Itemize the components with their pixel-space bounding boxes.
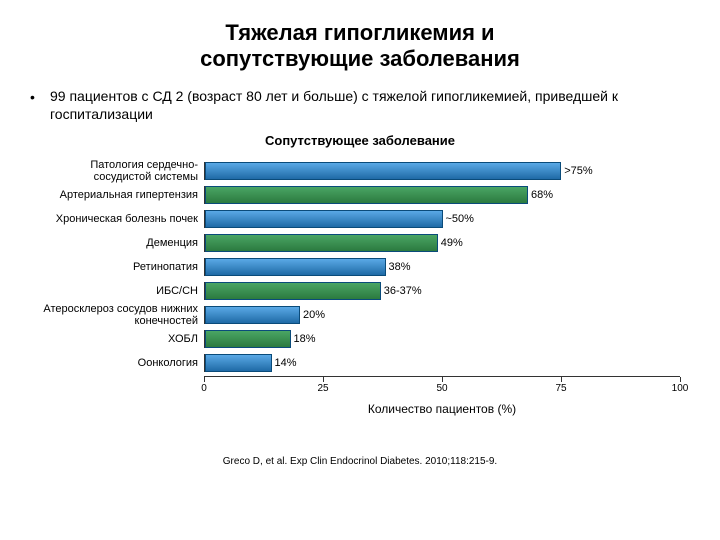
bar-label: Артериальная гипертензия — [40, 189, 204, 201]
axis-tick — [442, 377, 443, 382]
axis-tick-label: 50 — [436, 383, 447, 394]
bar-row: Хроническая болезнь почек~50% — [40, 208, 680, 230]
bar-track: 36-37% — [204, 282, 680, 300]
bullet-point: • 99 пациентов с СД 2 (возраст 80 лет и … — [30, 87, 690, 123]
bar-value-label: 18% — [294, 333, 316, 345]
bar-track: ~50% — [204, 210, 680, 228]
bar-row: ХОБЛ18% — [40, 328, 680, 350]
bullet-text: 99 пациентов с СД 2 (возраст 80 лет и бо… — [50, 87, 690, 123]
bar-value-label: 14% — [275, 357, 297, 369]
bar-fill: 20% — [205, 306, 300, 324]
bar-track: 14% — [204, 354, 680, 372]
x-axis-label: Количество пациентов (%) — [194, 402, 690, 416]
bar-track: 18% — [204, 330, 680, 348]
bar-label: Деменция — [40, 237, 204, 249]
title-line-2: сопутствующие заболевания — [200, 46, 520, 71]
bar-row: Ретинопатия38% — [40, 256, 680, 278]
bar-row: Патология сердечно-сосудистой системы>75… — [40, 160, 680, 182]
axis-tick-label: 75 — [555, 383, 566, 394]
axis-tick-label: 100 — [672, 383, 689, 394]
bar-value-label: 36-37% — [384, 285, 422, 297]
bar-fill: 18% — [205, 330, 291, 348]
x-axis: 0255075100 — [40, 376, 680, 396]
bar-value-label: >75% — [564, 165, 592, 177]
bar-track: >75% — [204, 162, 680, 180]
bar-value-label: ~50% — [446, 213, 474, 225]
bar-value-label: 49% — [441, 237, 463, 249]
axis-tick-label: 25 — [317, 383, 328, 394]
bar-row: Оонкология14% — [40, 352, 680, 374]
axis-tick — [561, 377, 562, 382]
bar-track: 68% — [204, 186, 680, 204]
bar-value-label: 68% — [531, 189, 553, 201]
citation: Greco D, et al. Exp Clin Endocrinol Diab… — [30, 456, 690, 467]
bar-fill: 14% — [205, 354, 272, 372]
bar-value-label: 38% — [389, 261, 411, 273]
bar-track: 20% — [204, 306, 680, 324]
bar-fill: 49% — [205, 234, 438, 252]
bar-label: Ретинопатия — [40, 261, 204, 273]
bar-row: Атеросклероз сосудов нижних конечностей2… — [40, 304, 680, 326]
bullet-marker: • — [30, 87, 50, 105]
bar-row: Деменция49% — [40, 232, 680, 254]
bar-label: Оонкология — [40, 357, 204, 369]
axis-tick — [323, 377, 324, 382]
bar-track: 38% — [204, 258, 680, 276]
bar-value-label: 20% — [303, 309, 325, 321]
bar-label: ИБС/СН — [40, 285, 204, 297]
axis-tick — [204, 377, 205, 382]
bar-fill: >75% — [205, 162, 561, 180]
bar-label: Хроническая болезнь почек — [40, 213, 204, 225]
axis-tick-label: 0 — [201, 383, 207, 394]
slide-title: Тяжелая гипогликемия и сопутствующие заб… — [30, 20, 690, 73]
bar-label: ХОБЛ — [40, 333, 204, 345]
bar-fill: 36-37% — [205, 282, 381, 300]
bar-track: 49% — [204, 234, 680, 252]
title-line-1: Тяжелая гипогликемия и — [225, 20, 494, 45]
axis-track: 0255075100 — [204, 376, 680, 396]
axis-tick — [680, 377, 681, 382]
comorbidity-chart: Патология сердечно-сосудистой системы>75… — [40, 160, 680, 396]
bar-fill: ~50% — [205, 210, 443, 228]
bar-fill: 38% — [205, 258, 386, 276]
bar-label: Патология сердечно-сосудистой системы — [40, 159, 204, 183]
chart-subtitle: Сопутствующее заболевание — [30, 133, 690, 148]
bar-fill: 68% — [205, 186, 528, 204]
bar-row: ИБС/СН36-37% — [40, 280, 680, 302]
bar-label: Атеросклероз сосудов нижних конечностей — [40, 303, 204, 327]
bar-row: Артериальная гипертензия68% — [40, 184, 680, 206]
